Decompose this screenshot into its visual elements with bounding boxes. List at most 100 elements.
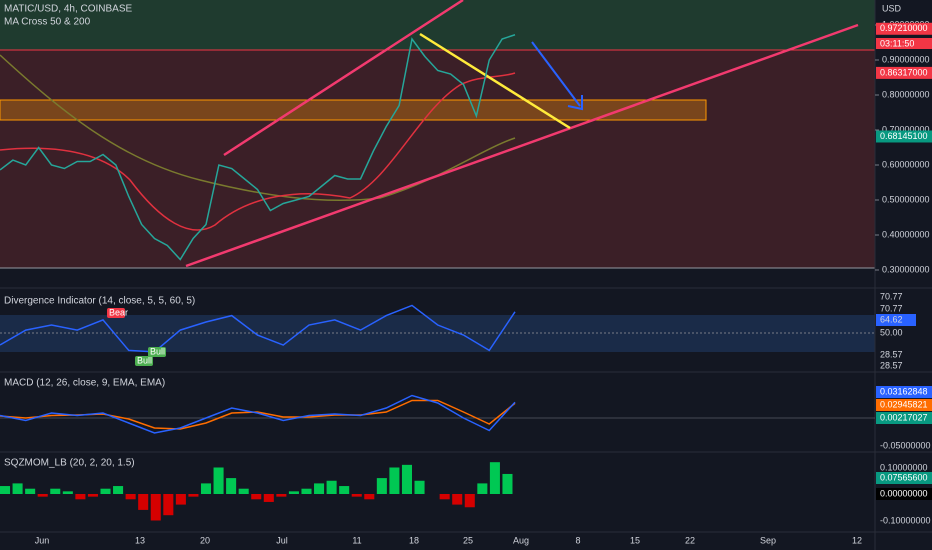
value-tag — [876, 412, 932, 424]
momentum-bar — [251, 494, 262, 500]
momentum-bar — [376, 478, 387, 494]
price-tag — [876, 66, 932, 79]
arrow — [531, 41, 581, 107]
x-tick-label: Aug — [513, 535, 529, 545]
momentum-bar — [163, 494, 174, 516]
momentum-bar — [439, 494, 450, 500]
x-tick-label: 15 — [630, 535, 640, 545]
macd-label: 0.03162848 — [880, 386, 928, 396]
rsi-label: 50.00 — [880, 327, 903, 337]
value-tag — [876, 488, 932, 500]
momentum-bar — [276, 494, 287, 497]
price-tag-label: 0.86317000 — [880, 67, 928, 77]
momentum-bar — [175, 494, 186, 505]
rsi-line — [0, 304, 516, 353]
rsi-label: 28.57 — [880, 360, 903, 370]
x-tick-label: 11 — [352, 535, 361, 545]
y-tick-label: 0.50000000 — [882, 194, 930, 204]
momentum-bar — [37, 494, 48, 497]
momentum-bar — [452, 494, 463, 505]
countdown: 03:11:50 — [880, 38, 914, 48]
x-tick-label: 12 — [852, 535, 862, 545]
currency: USD — [882, 3, 902, 13]
trend-line — [223, 0, 464, 157]
pane-title: MACD (12, 26, close, 9, EMA, EMA) — [4, 378, 165, 389]
symbol: MATIC/USD, 4h, COINBASE — [4, 4, 133, 15]
squeeze-label: 0.10000000 — [880, 462, 928, 472]
signal-tag — [135, 356, 153, 366]
momentum-bar — [100, 488, 111, 494]
x-tick-label: 20 — [200, 535, 210, 545]
momentum-bar — [314, 483, 325, 494]
x-tick-label: 22 — [685, 535, 695, 545]
orange-zone — [0, 99, 707, 121]
y-tick-label: 0.70000000 — [882, 124, 930, 134]
macd-line — [0, 394, 516, 434]
momentum-bar — [351, 494, 362, 497]
arrow-head — [567, 95, 583, 111]
momentum-bar — [213, 467, 224, 494]
momentum-bar — [113, 486, 124, 494]
squeeze-label: 0.00000000 — [880, 488, 928, 498]
value-tag — [876, 314, 916, 326]
momentum-bar — [301, 488, 312, 494]
squeeze-label: -0.10000000 — [880, 515, 931, 525]
pane-title: Divergence Indicator (14, close, 5, 5, 6… — [4, 296, 195, 307]
momentum-bar — [62, 491, 73, 494]
x-tick-label: 25 — [463, 535, 473, 545]
trend-line — [419, 32, 571, 130]
momentum-bar — [502, 473, 513, 494]
macd-label: 0.02945821 — [880, 399, 928, 409]
y-tick-label: 0.80000000 — [882, 89, 930, 99]
countdown-tag — [876, 38, 932, 49]
y-tick-label: 0.90000000 — [882, 54, 930, 64]
x-tick-label: Jun — [35, 535, 50, 545]
value-tag — [876, 386, 932, 398]
momentum-bar — [364, 494, 375, 500]
momentum-bar — [489, 462, 500, 494]
momentum-bar — [288, 491, 299, 494]
signal-label: Bear — [109, 307, 128, 317]
value-tag — [876, 399, 932, 411]
momentum-bar — [150, 494, 161, 521]
rsi-label: 64.62 — [880, 314, 903, 324]
momentum-bar — [401, 464, 412, 494]
x-tick-label: Sep — [760, 535, 776, 545]
ma-50 — [0, 72, 516, 231]
momentum-bar — [0, 486, 11, 494]
pane-title: SQZMOM_LB (20, 2, 20, 1.5) — [4, 458, 135, 469]
value-tag — [876, 472, 932, 484]
momentum-bar — [138, 494, 149, 510]
squeeze-label: 0.07565600 — [880, 472, 928, 482]
signal-label: Bull — [150, 346, 165, 356]
momentum-bar — [477, 483, 488, 494]
momentum-bar — [326, 480, 337, 494]
momentum-bar — [25, 488, 36, 494]
trend-line — [185, 23, 859, 268]
y-tick-label: 0.60000000 — [882, 159, 930, 169]
momentum-bar — [339, 486, 350, 494]
momentum-bar — [87, 494, 98, 497]
rsi-label: 70.77 — [880, 303, 903, 313]
x-tick-label: 13 — [135, 535, 145, 545]
signal-label: Bull — [137, 355, 152, 365]
momentum-bar — [75, 494, 86, 500]
momentum-bar — [414, 480, 425, 494]
rsi-label: 28.57 — [880, 349, 903, 359]
macd-label: 0.00217027 — [880, 412, 928, 422]
study: MA Cross 50 & 200 — [4, 17, 91, 28]
momentum-bar — [188, 494, 199, 497]
price-tag-label: 0.97210000 — [880, 23, 928, 33]
x-tick-label: 8 — [575, 535, 580, 545]
price-tag-label: 0.68145100 — [880, 131, 928, 141]
x-tick-label: Jul — [276, 535, 288, 545]
momentum-bar — [238, 488, 249, 494]
red-zone — [0, 50, 875, 268]
momentum-bar — [125, 494, 136, 500]
y-tick-label: 0.30000000 — [882, 264, 930, 274]
signal-tag — [107, 308, 125, 318]
x-tick-label: 18 — [409, 535, 419, 545]
ma-200 — [0, 54, 516, 202]
macd-label: -0.05000000 — [880, 440, 931, 450]
